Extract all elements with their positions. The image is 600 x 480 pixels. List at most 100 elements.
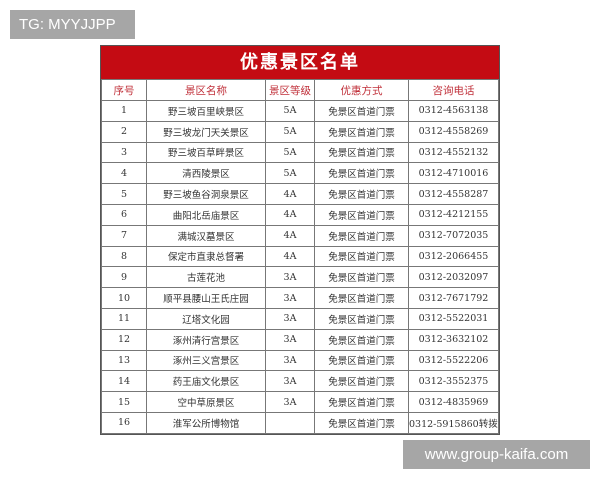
- table-cell: 0312-2032097: [408, 266, 499, 289]
- table-cell: 免景区首道门票: [314, 162, 409, 185]
- table-cell: 3A: [265, 391, 315, 413]
- table-cell: 0312-7072035: [408, 224, 499, 247]
- table-cell: 16: [101, 411, 147, 434]
- table-cell: 5A: [265, 141, 315, 164]
- table-cell: 免景区首道门票: [314, 224, 409, 247]
- table-row: 14 药王庙文化景区 3A 免景区首道门票 0312-3552375: [101, 370, 499, 393]
- table-cell: 免景区首道门票: [314, 411, 409, 434]
- table-cell: 11: [101, 307, 147, 330]
- table-row: 7 满城汉墓景区 4A 免景区首道门票 0312-7072035: [101, 224, 499, 247]
- table-cell: 3A: [265, 287, 315, 309]
- table-cell: 免景区首道门票: [314, 307, 409, 330]
- table-cell: 3A: [265, 370, 315, 393]
- table-row: 1 野三坡百里峡景区 5A 免景区首道门票 0312-4563138: [101, 100, 499, 122]
- table-cell: 0312-5522206: [408, 349, 499, 372]
- table-row: 11 辽塔文化园 3A 免景区首道门票 0312-5522031: [101, 307, 499, 330]
- table-cell: 5A: [265, 100, 315, 122]
- table-cell: 曲阳北岳庙景区: [146, 203, 266, 226]
- table-row: 4 清西陵景区 5A 免景区首道门票 0312-4710016: [101, 162, 499, 185]
- table-cell: 4A: [265, 183, 315, 205]
- table-row: 9 古莲花池 3A 免景区首道门票 0312-2032097: [101, 266, 499, 289]
- table-cell: 3A: [265, 349, 315, 372]
- table-cell: 免景区首道门票: [314, 141, 409, 164]
- table-cell: 3: [101, 141, 147, 164]
- table-cell: 涿州清行宫景区: [146, 328, 266, 351]
- table-cell: 9: [101, 266, 147, 289]
- table-cell: 野三坡百里峡景区: [146, 100, 266, 122]
- table-row: 2 野三坡龙门天关景区 5A 免景区首道门票 0312-4558269: [101, 120, 499, 143]
- table-cell: 免景区首道门票: [314, 370, 409, 393]
- table-cell: 4A: [265, 224, 315, 247]
- table-cell: 免景区首道门票: [314, 266, 409, 289]
- table-cell: 4: [101, 162, 147, 185]
- table-cell: 古莲花池: [146, 266, 266, 289]
- table-cell: 0312-7671792: [408, 287, 499, 309]
- table-row: 6 曲阳北岳庙景区 4A 免景区首道门票 0312-4212155: [101, 203, 499, 226]
- table-cell: 3A: [265, 266, 315, 289]
- scenic-discount-table: 优惠景区名单 序号 景区名称 景区等级 优惠方式 咨询电话 1 野三坡百里峡景区 5…: [100, 45, 500, 435]
- table-cell: 保定市直隶总督署: [146, 245, 266, 268]
- table-cell: 5A: [265, 120, 315, 143]
- table-cell: 10: [101, 287, 147, 309]
- table-cell: 野三坡百草畔景区: [146, 141, 266, 164]
- table-cell: 0312-3632102: [408, 328, 499, 351]
- table-row: 5 野三坡鱼谷洞泉景区 4A 免景区首道门票 0312-4558287: [101, 183, 499, 205]
- table-cell: 免景区首道门票: [314, 120, 409, 143]
- header-cell: 优惠方式: [314, 79, 409, 101]
- table-row: 15 空中草原景区 3A 免景区首道门票 0312-4835969: [101, 391, 499, 413]
- table-cell: 0312-4710016: [408, 162, 499, 185]
- table-cell: 1: [101, 100, 147, 122]
- table-cell: 3A: [265, 328, 315, 351]
- table-cell: 12: [101, 328, 147, 351]
- table-cell: 5A: [265, 162, 315, 185]
- table-cell: 0312-4212155: [408, 203, 499, 226]
- table-cell: 满城汉墓景区: [146, 224, 266, 247]
- table-cell: 辽塔文化园: [146, 307, 266, 330]
- table-cell: 免景区首道门票: [314, 245, 409, 268]
- table-row: 12 涿州清行宫景区 3A 免景区首道门票 0312-3632102: [101, 328, 499, 351]
- table-cell: 2: [101, 120, 147, 143]
- header-cell: 咨询电话: [408, 79, 499, 101]
- table-cell: [265, 411, 315, 434]
- table-cell: 涿州三义宫景区: [146, 349, 266, 372]
- telegram-overlay: TG: MYYJJPP: [10, 10, 135, 39]
- table-cell: 6: [101, 203, 147, 226]
- table-cell: 空中草原景区: [146, 391, 266, 413]
- table-cell: 免景区首道门票: [314, 203, 409, 226]
- table-cell: 4A: [265, 203, 315, 226]
- table-cell: 0312-4558287: [408, 183, 499, 205]
- table-cell: 0312-5522031: [408, 307, 499, 330]
- table-cell: 15: [101, 391, 147, 413]
- table-cell: 免景区首道门票: [314, 183, 409, 205]
- table-cell: 清西陵景区: [146, 162, 266, 185]
- table-cell: 0312-2066455: [408, 245, 499, 268]
- table-cell: 免景区首道门票: [314, 391, 409, 413]
- table-cell: 免景区首道门票: [314, 287, 409, 309]
- header-cell: 景区等级: [265, 79, 315, 101]
- table-cell: 8: [101, 245, 147, 268]
- table-cell: 免景区首道门票: [314, 349, 409, 372]
- table-row: 16 淮军公所博物馆 免景区首道门票 0312-5915860转拨0: [101, 411, 499, 434]
- table-cell: 14: [101, 370, 147, 393]
- table-title: 优惠景区名单: [101, 46, 499, 79]
- header-cell: 序号: [101, 79, 147, 101]
- table-cell: 7: [101, 224, 147, 247]
- table-row: 8 保定市直隶总督署 4A 免景区首道门票 0312-2066455: [101, 245, 499, 268]
- table-cell: 0312-4558269: [408, 120, 499, 143]
- table-cell: 0312-3552375: [408, 370, 499, 393]
- table-cell: 5: [101, 183, 147, 205]
- table-cell: 野三坡龙门天关景区: [146, 120, 266, 143]
- header-cell: 景区名称: [146, 79, 266, 101]
- table-row: 10 顺平县腰山王氏庄园 3A 免景区首道门票 0312-7671792: [101, 287, 499, 309]
- table-cell: 0312-5915860转拨0: [408, 411, 499, 434]
- table-cell: 免景区首道门票: [314, 100, 409, 122]
- header-row: 序号 景区名称 景区等级 优惠方式 咨询电话: [101, 79, 499, 101]
- table-cell: 顺平县腰山王氏庄园: [146, 287, 266, 309]
- table-cell: 3A: [265, 307, 315, 330]
- table-cell: 4A: [265, 245, 315, 268]
- watermark: www.group-kaifa.com: [403, 440, 590, 469]
- table-cell: 免景区首道门票: [314, 328, 409, 351]
- table-cell: 0312-4552132: [408, 141, 499, 164]
- table-cell: 0312-4835969: [408, 391, 499, 413]
- table-row: 3 野三坡百草畔景区 5A 免景区首道门票 0312-4552132: [101, 141, 499, 164]
